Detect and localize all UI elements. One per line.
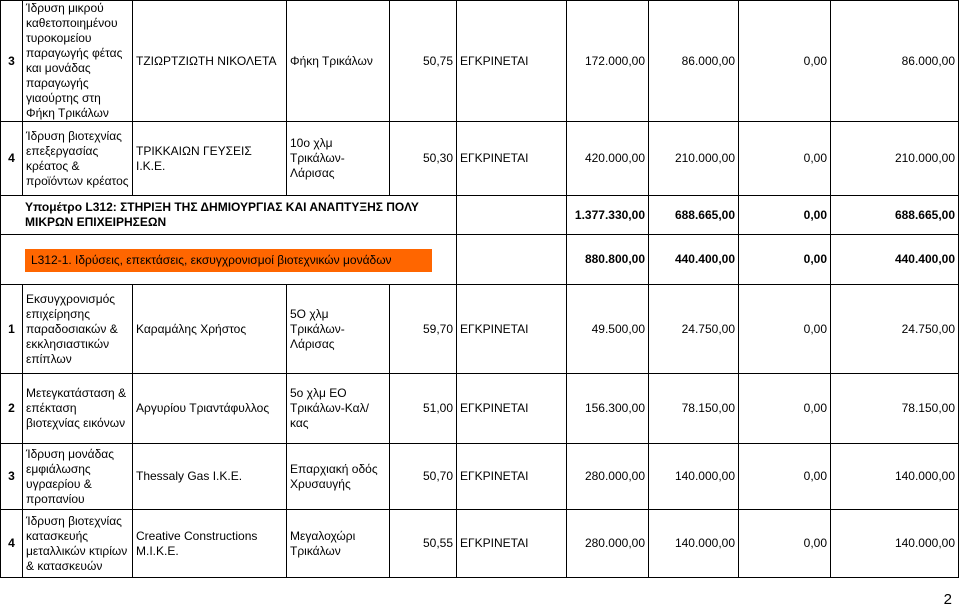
budget: 280.000,00 xyxy=(566,509,649,578)
table-row: 3 Ίδρυση μονάδας εμφιάλωσης υγραερίου & … xyxy=(0,443,959,510)
other-expense: 0,00 xyxy=(738,0,831,122)
total-expense: 140.000,00 xyxy=(830,509,959,578)
project-location: Φήκη Τρικάλων xyxy=(286,0,390,122)
measure-total: 688.665,00 xyxy=(830,195,959,235)
beneficiary-name: ΤΡΙΚΚΑΙΩΝ ΓΕΥΣΕΙΣ Ι.Κ.Ε. xyxy=(132,121,287,196)
score: 50,75 xyxy=(389,0,457,122)
public-expense: 24.750,00 xyxy=(648,284,739,374)
table-row: 1 Εκσυγχρονισμός επιχείρησης παραδοσιακώ… xyxy=(0,284,959,374)
status: ΕΓΚΡΙΝΕΤΑΙ xyxy=(456,443,567,510)
measure-budget: 1.377.330,00 xyxy=(566,195,649,235)
budget: 420.000,00 xyxy=(566,121,649,196)
other-expense: 0,00 xyxy=(738,509,831,578)
project-location: Μεγαλοχώρι Τρικάλων xyxy=(286,509,390,578)
beneficiary-name: Thessaly Gas Ι.Κ.Ε. xyxy=(132,443,287,510)
status: ΕΓΚΡΙΝΕΤΑΙ xyxy=(456,121,567,196)
project-description: Ίδρυση βιοτεχνίας κατασκευής μεταλλικών … xyxy=(22,509,133,578)
score: 59,70 xyxy=(389,284,457,374)
row-number: 4 xyxy=(0,121,23,196)
public-expense: 140.000,00 xyxy=(648,443,739,510)
page-number: 2 xyxy=(943,591,952,608)
project-location: 5Ο χλμ Τρικάλων-Λάρισας xyxy=(286,284,390,374)
project-location: 10ο χλμ Τρικάλων-Λάρισας xyxy=(286,121,390,196)
total-expense: 210.000,00 xyxy=(830,121,959,196)
beneficiary-name: Αργυρίου Τριαντάφυλλος xyxy=(132,373,287,444)
total-expense: 78.150,00 xyxy=(830,373,959,444)
public-expense: 140.000,00 xyxy=(648,509,739,578)
row-number: 3 xyxy=(0,0,23,122)
table-row: 2 Μετεγκατάσταση & επέκταση βιοτεχνίας ε… xyxy=(0,373,959,444)
action-budget: 880.800,00 xyxy=(566,234,649,285)
other-expense: 0,00 xyxy=(738,373,831,444)
action-subtotal-row: L312-1. Ιδρύσεις, επεκτάσεις, εκσυγχρονι… xyxy=(0,234,959,285)
status: ΕΓΚΡΙΝΕΤΑΙ xyxy=(456,284,567,374)
budget: 49.500,00 xyxy=(566,284,649,374)
table-row: 4 Ίδρυση βιοτεχνίας επεξεργασίας κρέατος… xyxy=(0,121,959,196)
other-expense: 0,00 xyxy=(738,121,831,196)
measure-subtotal-row: Υπομέτρο L312: ΣΤΗΡΙΞΗ ΤΗΣ ΔΗΜΙΟΥΡΓΙΑΣ Κ… xyxy=(0,195,959,235)
other-expense: 0,00 xyxy=(738,284,831,374)
measure-public: 688.665,00 xyxy=(648,195,739,235)
table-row: 4 Ίδρυση βιοτεχνίας κατασκευής μεταλλικώ… xyxy=(0,509,959,578)
beneficiary-name: Καραμάλης Χρήστος xyxy=(132,284,287,374)
public-expense: 210.000,00 xyxy=(648,121,739,196)
table-row: 3 Ίδρυση μικρού καθετοποιημένου τυροκομε… xyxy=(0,0,959,122)
row-number: 1 xyxy=(0,284,23,374)
action-public: 440.400,00 xyxy=(648,234,739,285)
budget: 156.300,00 xyxy=(566,373,649,444)
project-location: Επαρχιακή οδός Χρυσαυγής xyxy=(286,443,390,510)
status: ΕΓΚΡΙΝΕΤΑΙ xyxy=(456,0,567,122)
project-description: Εκσυγχρονισμός επιχείρησης παραδοσιακών … xyxy=(22,284,133,374)
project-description: Ίδρυση μονάδας εμφιάλωσης υγραερίου & πρ… xyxy=(22,443,133,510)
row-number: 3 xyxy=(0,443,23,510)
row-number: 4 xyxy=(0,509,23,578)
action-total: 440.400,00 xyxy=(830,234,959,285)
public-expense: 78.150,00 xyxy=(648,373,739,444)
project-description: Μετεγκατάσταση & επέκταση βιοτεχνίας εικ… xyxy=(22,373,133,444)
project-description: Ίδρυση μικρού καθετοποιημένου τυροκομείο… xyxy=(22,0,133,122)
score: 50,70 xyxy=(389,443,457,510)
status: ΕΓΚΡΙΝΕΤΑΙ xyxy=(456,373,567,444)
score: 50,55 xyxy=(389,509,457,578)
score: 50,30 xyxy=(389,121,457,196)
action-header: L312-1. Ιδρύσεις, επεκτάσεις, εκσυγχρονι… xyxy=(25,249,432,272)
status: ΕΓΚΡΙΝΕΤΑΙ xyxy=(456,509,567,578)
action-other: 0,00 xyxy=(738,234,831,285)
public-expense: 86.000,00 xyxy=(648,0,739,122)
action-label: L312-1. Ιδρύσεις, επεκτάσεις, εκσυγχρονι… xyxy=(31,253,392,267)
row-number: 2 xyxy=(0,373,23,444)
total-expense: 86.000,00 xyxy=(830,0,959,122)
other-expense: 0,00 xyxy=(738,443,831,510)
project-location: 5ο χλμ ΕΟ Τρικάλων-Καλ/κας xyxy=(286,373,390,444)
project-description: Ίδρυση βιοτεχνίας επεξεργασίας κρέατος &… xyxy=(22,121,133,196)
budget: 172.000,00 xyxy=(566,0,649,122)
measure-label: Υπομέτρο L312: ΣΤΗΡΙΞΗ ΤΗΣ ΔΗΜΙΟΥΡΓΙΑΣ Κ… xyxy=(0,195,457,235)
total-expense: 140.000,00 xyxy=(830,443,959,510)
beneficiary-name: ΤΖΙΩΡΤΖΙΩΤΗ ΝΙΚΟΛΕΤΑ xyxy=(132,0,287,122)
beneficiary-name: Creative Constructions Μ.Ι.Κ.Ε. xyxy=(132,509,287,578)
budget: 280.000,00 xyxy=(566,443,649,510)
projects-table: 3 Ίδρυση μικρού καθετοποιημένου τυροκομε… xyxy=(0,0,959,578)
total-expense: 24.750,00 xyxy=(830,284,959,374)
measure-other: 0,00 xyxy=(738,195,831,235)
score: 51,00 xyxy=(389,373,457,444)
